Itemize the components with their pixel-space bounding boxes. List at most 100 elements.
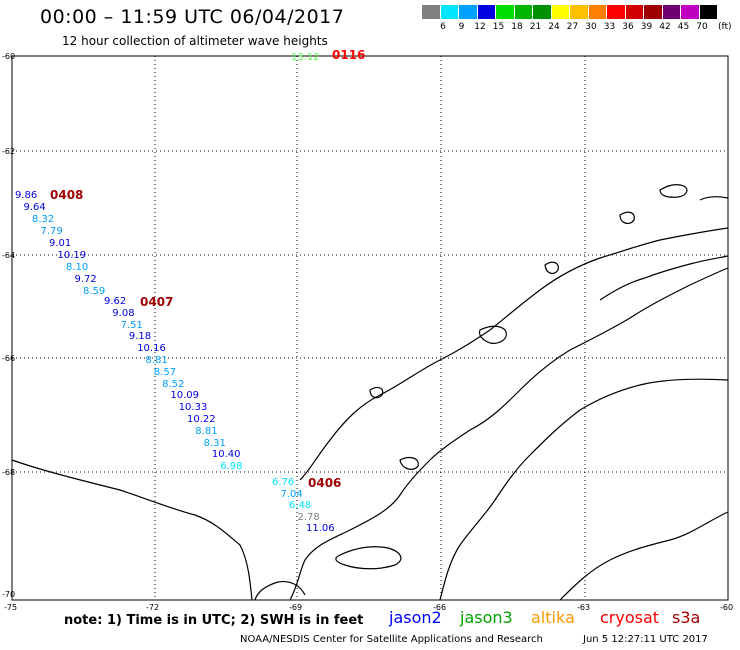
lat-label: -62 [2,147,16,156]
lat-label: -60 [2,52,16,61]
coast-inner-east [439,378,729,601]
satellite-jason3: jason3 [460,608,513,627]
legend-label: 45 [677,22,690,32]
legend-swatch [477,5,495,19]
track-time-label: 0406 [308,476,342,490]
wave-height-label: 8.57 [153,366,177,378]
wave-height-label: 9.62 [104,296,127,307]
coastline [11,184,729,601]
legend-label: 70 [696,22,708,32]
lat-label: -66 [2,354,16,363]
legend-label: 24 [548,22,560,32]
wave-height-label: 2.78 [297,511,320,523]
satellite-cryosat: cryosat [600,608,660,627]
graticule [12,56,728,600]
wave-height-label: 10.22 [187,414,216,425]
legend-label: 36 [622,22,634,32]
legend-swatch [551,5,569,19]
wave-height-label: 9.72 [74,274,97,285]
lon-label: -69 [289,603,303,612]
legend-label: 21 [529,22,542,32]
track-time-label: 0408 [50,188,84,202]
wave-height-label: 9.64 [23,202,46,213]
island-south-shetland [659,184,688,198]
wave-height-label: 7.04 [280,488,303,500]
track-time-label: 0116 [332,48,366,62]
wave-height-label: 8.81 [145,355,168,366]
legend-label: 33 [603,22,616,32]
island-small-1 [369,386,384,399]
wave-height-label: 8.32 [32,214,55,225]
coast-east-shelf [559,511,729,601]
wave-height-label: 11.06 [306,523,335,534]
legend-label: 27 [566,22,579,32]
legend-swatch [440,5,458,19]
wave-height-label: 9.08 [112,307,135,319]
map-subtitle: 12 hour collection of altimeter wave hei… [62,34,328,48]
map-frame [11,55,729,601]
legend-swatch [662,5,680,19]
legend-label: 39 [640,22,653,32]
legend-swatch [588,5,606,19]
wave-height-label: 8.81 [195,425,218,437]
wave-height-label: 7.79 [40,226,63,237]
coast-palmer-land [289,459,431,601]
wave-height-label: 6.98 [220,461,243,473]
island-small-2 [399,456,419,470]
legend-swatch [607,5,625,19]
wave-height-label: 10.40 [211,449,241,461]
wave-height-label: 6.76 [272,477,295,488]
coast-northern-islands [599,255,729,301]
credit-line: NOAA/NESDIS Center for Satellite Applica… [240,634,543,645]
lon-label: -60 [720,603,734,612]
satellite-s3a: s3a [672,608,701,627]
legend-swatch [514,5,532,19]
wave-height-label: 10.09 [170,390,200,402]
wave-height-label: 13.12 [291,52,320,63]
lat-label: -70 [2,590,16,599]
wave-height-label: 8.52 [162,378,185,390]
legend-label: 15 [492,22,505,32]
legend-label: 42 [659,22,671,32]
wave-height-label: 8.31 [203,437,226,449]
legend-swatch [699,5,717,19]
lon-label: -75 [4,603,18,612]
legend-swatch [644,5,662,19]
wave-height-label: 9.18 [128,331,152,343]
legend-unit: (ft) [718,22,732,32]
wave-height-label: 9.86 [15,190,38,201]
legend-label: 6 [440,22,446,32]
legend-swatch [533,5,551,19]
island-alexander [254,580,306,601]
satellite-altika: altika [531,608,575,627]
lon-label: -63 [577,603,591,612]
legend-swatch [422,5,440,19]
legend-swatch [496,5,514,19]
wave-height-label: 6.48 [289,500,312,511]
legend-label: 9 [458,22,465,32]
coast-south-peninsula [11,459,253,601]
legend-label: 18 [511,22,523,32]
legend-label: 30 [585,22,597,32]
wave-height-label: 8.59 [83,286,106,297]
coast-peninsula-east [429,267,729,461]
wave-height-label: 9.01 [49,238,72,249]
coast-peninsula-west [299,227,729,481]
island-adelaide [335,546,402,570]
legend-swatch [570,5,588,19]
island-joinville [699,196,729,201]
map-title: 00:00 – 11:59 UTC 06/04/2017 [40,6,345,28]
legend-label: 12 [474,22,486,32]
wave-height-label: 7.51 [120,319,143,331]
track-time-label: 0407 [140,295,174,309]
lat-label: -64 [2,251,16,260]
legend-swatch [459,5,477,19]
wave-height-label: 10.16 [137,343,166,355]
lat-label: -68 [2,468,16,477]
footer-note: note: 1) Time is in UTC; 2) SWH is in fe… [64,613,364,628]
generated-timestamp: Jun 5 12:27:11 UTC 2017 [583,634,708,645]
wave-height-label: 10.19 [57,250,87,261]
lon-label: -72 [146,603,160,612]
legend-swatch [625,5,643,19]
island-small-4 [544,261,559,275]
